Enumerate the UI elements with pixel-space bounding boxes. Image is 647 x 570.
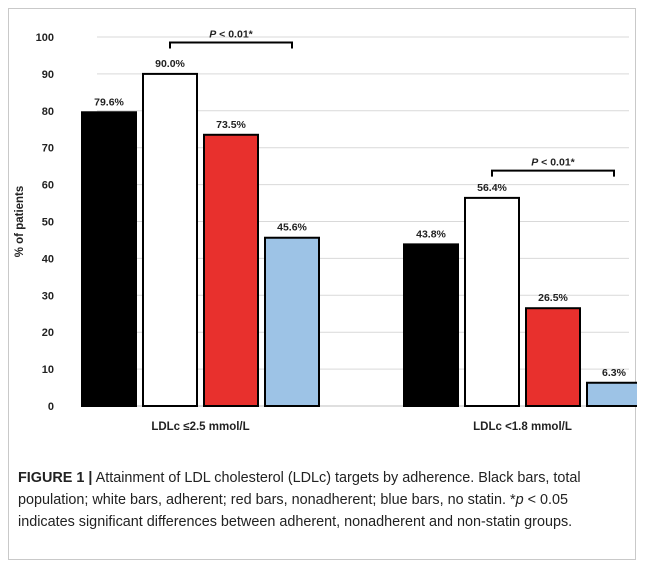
y-axis-title: % of patients [14, 186, 26, 258]
data-label: 45.6% [277, 222, 307, 234]
figure-caption: FIGURE 1 | Attainment of LDL cholesterol… [18, 467, 626, 533]
data-label: 26.5% [538, 292, 568, 304]
significance-label: P < 0.01* [209, 29, 253, 41]
bars [81, 72, 637, 408]
y-tick-label: 10 [42, 364, 54, 376]
bar [525, 307, 581, 407]
significance-label: P < 0.01* [531, 157, 575, 169]
data-label: 73.5% [216, 119, 246, 131]
bar [586, 381, 637, 407]
y-tick-label: 50 [42, 217, 54, 229]
caption-text-2: < 0.05 indicates significant differences… [18, 492, 573, 530]
y-tick-label: 40 [42, 253, 54, 265]
y-tick-label: 90 [42, 69, 54, 81]
x-axis: LDLc ≤2.5 mmol/L LDLc <1.8 mmol/L [151, 421, 572, 433]
category-label: LDLc ≤2.5 mmol/L [151, 421, 249, 433]
bar [81, 111, 137, 407]
y-tick-label: 20 [42, 327, 54, 339]
data-label: 6.3% [602, 367, 627, 379]
caption-text-1: Attainment of LDL cholesterol (LDLc) tar… [18, 470, 581, 508]
caption-p: p [515, 492, 524, 508]
category-label: LDLc <1.8 mmol/L [473, 421, 572, 433]
y-tick-label: 70 [42, 143, 54, 155]
significance-brackets: P < 0.01* P < 0.01* [169, 29, 615, 177]
bar [264, 236, 320, 407]
y-tick-label: 0 [48, 401, 54, 413]
significance-bracket [169, 41, 293, 49]
bar [403, 243, 459, 407]
bar [464, 196, 520, 407]
bar [142, 72, 198, 408]
y-tick-label: 80 [42, 106, 54, 118]
bar-chart: 0 10 20 30 40 50 60 70 80 90 100 % of patients 79.6… [14, 29, 637, 433]
data-labels: 79.6% 43.8% 90.0% 56.4% 73.5% 26.5% 45.6% 6.3% [94, 58, 627, 379]
data-label: 43.8% [416, 228, 446, 240]
caption-lead: FIGURE 1 | [18, 470, 93, 486]
y-tick-label: 100 [36, 32, 54, 44]
data-label: 79.6% [94, 96, 124, 108]
significance-bracket [491, 169, 615, 177]
y-tick-label: 60 [42, 180, 54, 192]
data-label: 90.0% [155, 58, 185, 70]
y-tick-label: 30 [42, 290, 54, 302]
bar [203, 133, 259, 407]
figure-frame: 0 10 20 30 40 50 60 70 80 90 100 % of patients 79.6… [8, 8, 637, 560]
data-label: 56.4% [477, 182, 507, 194]
